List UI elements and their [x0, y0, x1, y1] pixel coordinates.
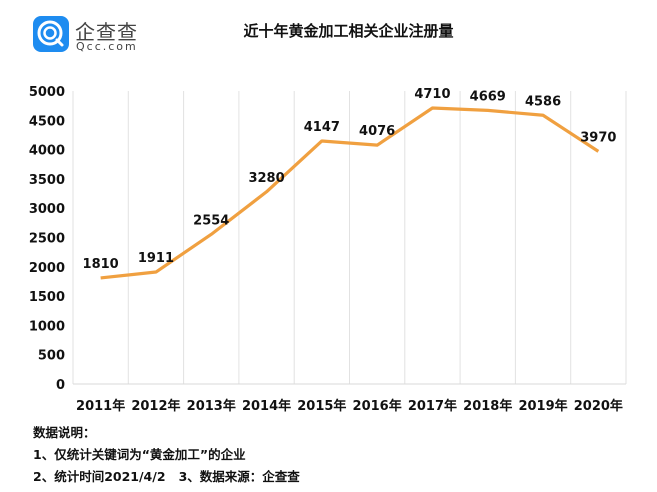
data-label: 4076 — [359, 124, 395, 139]
x-tick-label: 2016年 — [353, 398, 402, 414]
qcc-logo-icon — [33, 16, 69, 52]
data-label: 3970 — [580, 130, 616, 145]
x-tick-label: 2011年 — [76, 398, 125, 414]
y-tick-label: 3500 — [29, 173, 65, 188]
series-line — [100, 106, 600, 280]
y-tick-label: 4000 — [29, 144, 65, 159]
data-label: 2554 — [193, 213, 229, 228]
y-tick-label: 1500 — [29, 290, 65, 305]
data-label: 4669 — [470, 89, 506, 104]
x-tick-label: 2015年 — [297, 398, 346, 414]
data-label: 1810 — [83, 257, 119, 272]
y-tick-label: 2500 — [29, 232, 65, 247]
x-tick-label: 2018年 — [463, 398, 512, 414]
data-label: 4147 — [304, 120, 340, 135]
data-label: 4586 — [525, 94, 561, 109]
y-tick-label: 3000 — [29, 202, 65, 217]
data-label: 3280 — [248, 171, 284, 186]
x-tick-label: 2014年 — [242, 398, 291, 414]
y-tick-label: 4500 — [29, 114, 65, 129]
y-tick-label: 2000 — [29, 261, 65, 276]
notes-line-1: 1、仅统计关键词为“黄金加工”的企业 — [33, 447, 246, 462]
logo-name-en: Qcc.com — [76, 40, 138, 53]
chart-title: 近十年黄金加工相关企业注册量 — [243, 22, 454, 40]
data-label: 4710 — [414, 87, 450, 102]
data-label: 1911 — [138, 251, 174, 266]
data-notes: 数据说明： 1、仅统计关键词为“黄金加工”的企业 2、统计时间2021/4/2 … — [33, 422, 300, 488]
x-tick-label: 2012年 — [131, 398, 180, 414]
y-tick-label: 500 — [38, 349, 65, 364]
logo-name-cn: 企查查 — [75, 20, 138, 44]
y-tick-label: 1000 — [29, 319, 65, 334]
notes-heading: 数据说明： — [33, 425, 96, 440]
y-tick-label: 5000 — [29, 85, 65, 100]
x-tick-label: 2020年 — [574, 398, 623, 414]
notes-line-2: 2、统计时间2021/4/2 3、数据来源：企查查 — [33, 469, 300, 484]
x-tick-label: 2017年 — [408, 398, 457, 414]
x-tick-label: 2019年 — [518, 398, 567, 414]
y-tick-label: 0 — [56, 378, 65, 393]
x-tick-label: 2013年 — [187, 398, 236, 414]
qcc-logo: 企查查 Qcc.com — [33, 16, 143, 56]
